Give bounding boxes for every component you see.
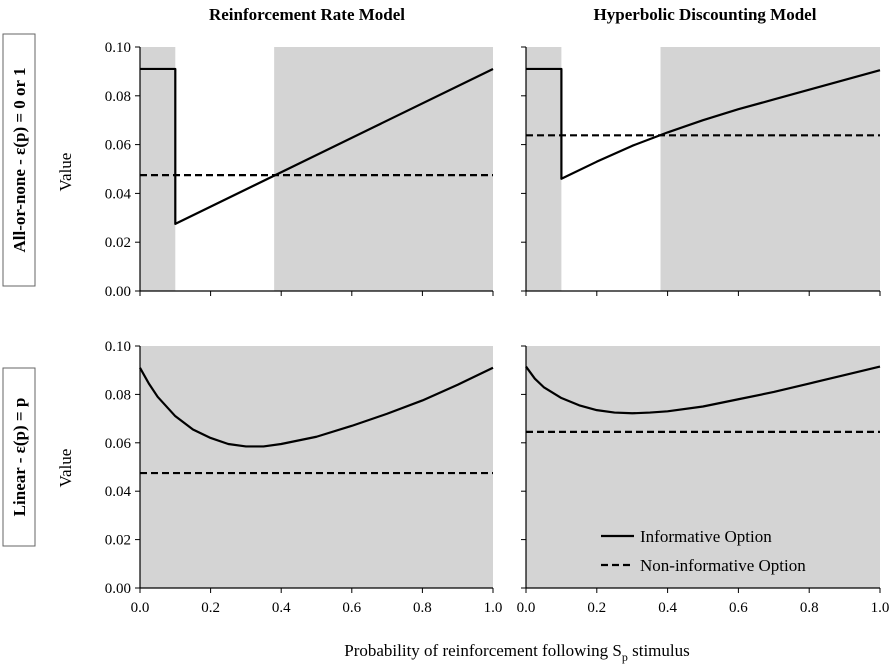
bottom-left-y-tick-label-1: 0.02: [105, 533, 131, 549]
bottom-right-x-tick-label-3: 0.6: [729, 600, 748, 616]
top-right-informative-line: [526, 67, 881, 180]
legend-label-informative: Informative Option: [640, 527, 772, 546]
y-axis-label-top: Value: [56, 153, 75, 192]
panel-bottom-right: 0.0 0.2 0.4 0.6 0.8 1.0: [517, 345, 890, 616]
bottom-right-x-tick-label-2: 0.4: [658, 600, 677, 616]
bottom-left-y-tick-label-4: 0.08: [105, 387, 131, 403]
row-title-box-linear: [2, 367, 36, 547]
row-title-all-or-none: All-or-none - ε(p) = 0 or 1: [10, 67, 29, 252]
y-axis-label-bottom: Value: [56, 449, 75, 488]
bottom-right-x-tick-label-1: 0.2: [587, 600, 606, 616]
bottom-right-informative-line: [525, 365, 881, 415]
bottom-left-y-tick-label-0: 0.00: [105, 581, 131, 597]
bottom-left-y-tick-label-3: 0.06: [105, 436, 132, 452]
bottom-right-shaded-region-0: [526, 346, 880, 588]
top-left-y-tick-label-4: 0.08: [105, 89, 131, 105]
bottom-left-x-tick-label-5: 1.0: [484, 600, 503, 616]
bottom-left-x-tick-label-4: 0.8: [413, 600, 432, 616]
top-left-y-tick-label-1: 0.02: [105, 235, 131, 251]
bottom-left-x-tick-label-3: 0.6: [342, 600, 361, 616]
bottom-left-shaded-region-0: [140, 346, 493, 588]
top-left-y-tick-label-2: 0.04: [105, 186, 132, 202]
bottom-left-x-tick-label-1: 0.2: [201, 600, 220, 616]
bottom-left-y-tick-label-5: 0.10: [105, 339, 131, 355]
bottom-right-x-tick-label-4: 0.8: [800, 600, 819, 616]
bottom-left-informative-line: [139, 366, 494, 448]
x-axis-label: Probability of reinforcement following S…: [344, 641, 690, 664]
x-axis-label-subscript: p: [622, 650, 628, 664]
bottom-right-x-tick-label-0: 0.0: [517, 600, 536, 616]
top-right-shaded-region-1: [660, 47, 880, 291]
bottom-left-x-tick-label-0: 0.0: [131, 600, 150, 616]
bottom-right-x-tick-label-5: 1.0: [871, 600, 890, 616]
x-axis-label-end: stimulus: [628, 641, 690, 660]
legend-label-noninformative: Non-informative Option: [640, 556, 806, 575]
panel-bottom-left: 0.00 0.02 0.04 0.06 0.08 0.10 0.0 0.2 0.4 0.6 0.8 1…: [105, 339, 503, 616]
row-title-linear: Linear - ε(p) = p: [10, 398, 29, 517]
legend: Informative Option Non-informative Optio…: [601, 527, 806, 575]
top-left-y-tick-label-0: 0.00: [105, 284, 131, 300]
top-left-shaded-region-1: [274, 47, 493, 291]
top-right-shaded-region-0: [526, 47, 562, 291]
bottom-left-x-tick-label-2: 0.4: [272, 600, 291, 616]
x-axis-label-main: Probability of reinforcement following S: [344, 641, 622, 660]
top-left-informative-line: [140, 67, 494, 225]
panel-top-right: [521, 46, 881, 296]
top-left-shaded-region-0: [140, 47, 176, 291]
bottom-left-y-tick-label-2: 0.04: [105, 484, 132, 500]
row-title-box-all-or-none: [2, 33, 36, 287]
column-title-hyperbolic: Hyperbolic Discounting Model: [594, 5, 817, 24]
top-left-y-tick-label-3: 0.06: [105, 138, 132, 154]
column-title-reinforcement: Reinforcement Rate Model: [209, 5, 405, 24]
top-left-y-tick-label-5: 0.10: [105, 40, 131, 56]
panel-top-left: 0.00 0.02 0.04 0.06 0.08 0.10: [105, 40, 494, 300]
